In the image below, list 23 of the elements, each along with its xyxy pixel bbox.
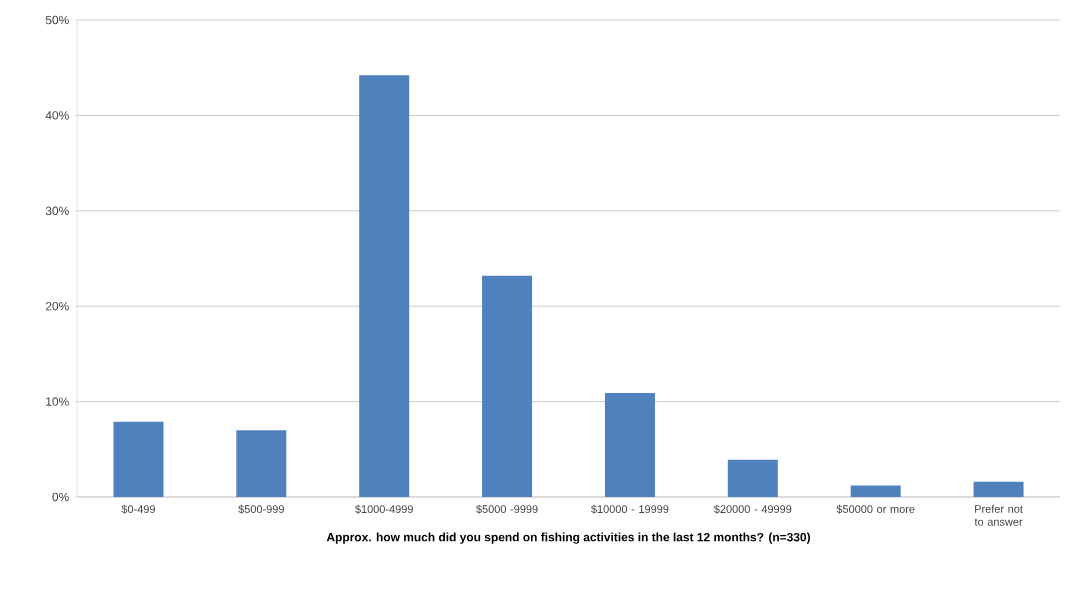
y-tick-label: 30% [45, 206, 69, 216]
y-tick-label: 10% [46, 397, 69, 406]
x-tick-label: $20000 - 49999 [713, 504, 792, 514]
x-tick-label: $500-999 [238, 504, 284, 514]
y-tick-label: 0% [52, 492, 69, 502]
y-tick-label: 40% [45, 111, 69, 120]
x-axis-title: Approx. how much did you spend on fishing activities in the last 12 months? (n=330) [326, 532, 810, 544]
bar [604, 393, 655, 497]
x-tick-label: $5000 -9999 [476, 504, 538, 514]
bar [482, 275, 533, 497]
x-tick-label: $10000 - 19999 [591, 504, 669, 514]
y-tick-label: 20% [45, 301, 69, 311]
bar [973, 481, 1024, 497]
bar [359, 75, 410, 497]
bar [113, 421, 164, 497]
x-tick-label: $0-499 [121, 504, 155, 514]
x-tick-label: $1000-4999 [355, 504, 413, 514]
x-tick-label: $50000 or more [836, 504, 915, 514]
bar [727, 459, 778, 497]
x-tick-label: Prefer not to answer [974, 504, 1023, 526]
bar [850, 485, 901, 497]
y-tick-label: 50% [45, 15, 69, 25]
bar [236, 430, 287, 497]
